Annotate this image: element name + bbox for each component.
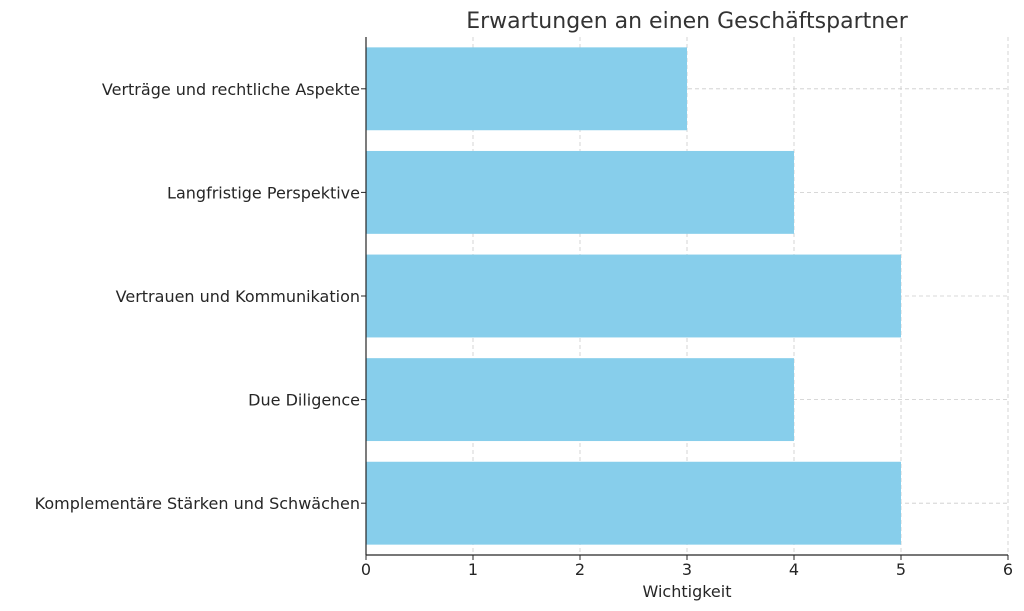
x-tick-label: 5 [896, 560, 906, 579]
x-tick-label: 4 [789, 560, 799, 579]
x-tick-label: 0 [361, 560, 371, 579]
bars [366, 47, 901, 545]
bar [366, 47, 687, 131]
category-label: Due Diligence [248, 391, 360, 410]
category-label: Komplementäre Stärken und Schwächen [35, 494, 360, 513]
category-label: Vertrauen und Kommunikation [116, 287, 360, 306]
x-axis-label: Wichtigkeit [643, 582, 732, 601]
x-tick-label: 1 [468, 560, 478, 579]
bar [366, 150, 794, 234]
y-axis-labels: Komplementäre Stärken und Schwächen Due D… [35, 80, 366, 513]
chart-title: Erwartungen an einen Geschäftspartner [466, 9, 909, 34]
x-axis-ticks: 0 1 2 3 4 5 6 [361, 555, 1013, 579]
category-label: Langfristige Perspektive [167, 183, 360, 202]
x-tick-label: 6 [1003, 560, 1013, 579]
x-tick-label: 2 [575, 560, 585, 579]
bar [366, 461, 901, 545]
x-tick-label: 3 [682, 560, 692, 579]
bar [366, 254, 901, 338]
category-label: Verträge und rechtliche Aspekte [102, 80, 360, 99]
bar [366, 358, 794, 442]
